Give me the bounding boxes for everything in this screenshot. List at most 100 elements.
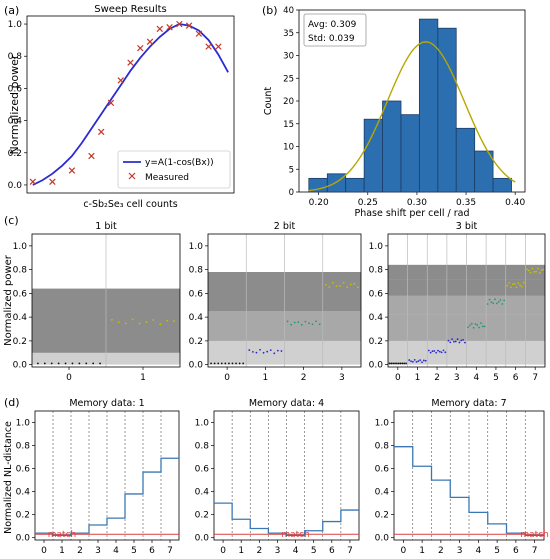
level-point bbox=[304, 320, 307, 323]
c3-xtick-label: 3 bbox=[454, 373, 460, 383]
level-point bbox=[349, 283, 352, 286]
c2-xtick-label: 2 bbox=[301, 373, 307, 383]
level-point bbox=[403, 362, 406, 365]
level-point bbox=[456, 338, 459, 341]
level-point bbox=[408, 359, 411, 361]
level-point bbox=[328, 286, 331, 288]
d3-xtick-label: 2 bbox=[438, 546, 444, 556]
measured-point bbox=[68, 167, 76, 174]
nl-distance-step bbox=[394, 446, 544, 537]
hist-bar bbox=[326, 173, 347, 193]
measured-mark bbox=[107, 99, 115, 107]
d3-xtick-label: 7 bbox=[532, 546, 538, 556]
c2-xtick-label: 1 bbox=[263, 373, 269, 383]
level-point bbox=[478, 326, 480, 329]
match-label: match bbox=[48, 530, 76, 540]
hist-ytick-label: 35 bbox=[283, 29, 294, 39]
level-point bbox=[273, 352, 276, 355]
stats-avg: Avg: 0.309 bbox=[308, 20, 357, 30]
measured-point bbox=[156, 25, 164, 33]
d1-xtick-label: 3 bbox=[95, 546, 101, 556]
sweep-xlabel: c-Sb₂Se₃ cell counts bbox=[83, 199, 177, 210]
c1-frame bbox=[31, 233, 181, 368]
c1-ylabel: Normalized power bbox=[3, 254, 14, 346]
measured-point bbox=[137, 44, 144, 52]
level-point bbox=[286, 320, 289, 323]
measured-mark bbox=[166, 24, 173, 31]
measured-point bbox=[146, 38, 154, 45]
level-point bbox=[527, 269, 530, 272]
level-point bbox=[419, 359, 422, 362]
measured-mark bbox=[117, 77, 124, 84]
match-label: match bbox=[281, 530, 309, 540]
c3-ytick-label: 0.8 bbox=[369, 266, 384, 276]
nl-distance-step bbox=[35, 457, 179, 537]
measured-mark bbox=[88, 152, 95, 160]
d2-xtick-label: 0 bbox=[220, 546, 226, 556]
level-point bbox=[235, 362, 237, 365]
d1-ylabel: Normalized NL-distance bbox=[3, 421, 14, 534]
c3-ytick-label: 0.0 bbox=[369, 361, 384, 371]
hist-xtick-label: 0.25 bbox=[358, 198, 378, 208]
c1-ytick-label: 0.6 bbox=[13, 289, 28, 299]
level-point bbox=[427, 349, 430, 352]
level-point bbox=[293, 321, 296, 324]
level-point bbox=[497, 300, 500, 303]
level-point bbox=[251, 350, 254, 353]
panel-label-c: (c) bbox=[4, 214, 19, 227]
measured-point bbox=[195, 30, 203, 37]
hist-xtick-label: 0.40 bbox=[505, 198, 525, 208]
level-point bbox=[357, 286, 359, 289]
level-point bbox=[138, 322, 141, 325]
level-point bbox=[71, 362, 74, 365]
measured-mark bbox=[68, 167, 76, 174]
level-point bbox=[64, 362, 67, 365]
level-point bbox=[276, 349, 279, 352]
measured-mark bbox=[137, 44, 144, 52]
level-point bbox=[388, 362, 391, 365]
sweep-ytick-label: 0.0 bbox=[8, 181, 23, 191]
level-point bbox=[451, 338, 454, 341]
level-point bbox=[476, 324, 479, 326]
level-point bbox=[495, 302, 498, 305]
hist-bar bbox=[363, 118, 383, 193]
d2-xtick-label: 7 bbox=[347, 546, 353, 556]
measured-point bbox=[166, 24, 173, 31]
level-point bbox=[300, 323, 303, 326]
level-point bbox=[259, 348, 261, 351]
hist-ytick-label: 15 bbox=[283, 120, 294, 130]
d3-ytick-label: 1.0 bbox=[375, 419, 390, 429]
level-point bbox=[342, 281, 345, 284]
level-point bbox=[533, 271, 536, 273]
d3-ytick-label: 0.6 bbox=[375, 465, 390, 475]
measured-mark bbox=[195, 30, 203, 37]
measured-point bbox=[205, 43, 212, 50]
level-point bbox=[220, 362, 223, 365]
panel-label-a: (a) bbox=[4, 4, 19, 17]
level-point bbox=[515, 286, 518, 289]
c3-xtick-label: 6 bbox=[513, 373, 519, 383]
level-point bbox=[435, 351, 438, 354]
level-point bbox=[228, 362, 230, 365]
level-point bbox=[85, 362, 88, 365]
level-point bbox=[308, 322, 310, 325]
level-point bbox=[399, 362, 402, 365]
d3-xtick-label: 3 bbox=[457, 546, 463, 556]
level-point bbox=[517, 282, 520, 285]
d2-ytick-label: 0.4 bbox=[195, 488, 210, 498]
c2-frame bbox=[207, 233, 362, 368]
measured-mark bbox=[29, 178, 37, 185]
level-point bbox=[433, 350, 436, 352]
d2-xtick-label: 3 bbox=[275, 546, 281, 556]
level-point bbox=[494, 298, 496, 301]
level-point bbox=[311, 323, 314, 326]
level-point bbox=[519, 284, 522, 287]
hist-bar bbox=[474, 150, 494, 193]
sweep-ytick-label: 1.0 bbox=[8, 20, 23, 30]
d2-ytick-label: 0.6 bbox=[195, 465, 210, 475]
level-point bbox=[506, 284, 509, 287]
level-point bbox=[542, 268, 545, 271]
level-point bbox=[464, 341, 466, 344]
hist-ytick-label: 40 bbox=[283, 6, 294, 16]
